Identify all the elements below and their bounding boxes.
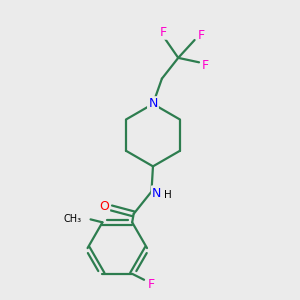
Text: N: N bbox=[152, 187, 161, 200]
Text: F: F bbox=[202, 59, 209, 72]
Text: F: F bbox=[160, 26, 167, 38]
Text: H: H bbox=[164, 190, 172, 200]
Text: N: N bbox=[148, 98, 158, 110]
Text: CH₃: CH₃ bbox=[64, 214, 82, 224]
Text: O: O bbox=[99, 200, 109, 213]
Text: F: F bbox=[198, 29, 205, 42]
Text: F: F bbox=[148, 278, 155, 291]
